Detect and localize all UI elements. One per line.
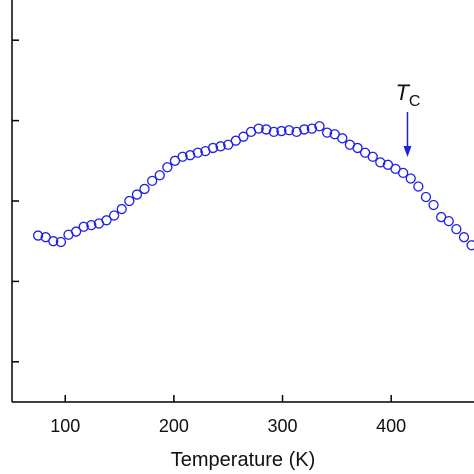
annotation-arrowhead	[403, 146, 412, 157]
data-point	[321, 127, 333, 138]
data-point	[413, 181, 424, 192]
x-tick-label: 400	[376, 416, 406, 436]
data-point	[177, 151, 188, 162]
data-point	[397, 167, 409, 179]
data-point	[101, 215, 112, 226]
data-point	[352, 142, 363, 154]
data-point	[185, 150, 196, 161]
data-point	[443, 215, 454, 227]
x-tick-label: 100	[50, 416, 80, 436]
data-point	[405, 173, 416, 184]
data-point	[192, 147, 203, 158]
data-point	[367, 151, 378, 162]
data-point	[314, 121, 325, 132]
data-point	[116, 203, 127, 215]
data-point	[466, 240, 474, 251]
annotation-symbol: T	[395, 80, 410, 105]
x-tick-label: 200	[159, 416, 189, 436]
data-point	[154, 170, 165, 181]
data-point	[124, 195, 135, 207]
data-point	[207, 142, 219, 154]
data-point	[55, 236, 67, 248]
data-point	[162, 162, 173, 173]
data-point	[86, 219, 97, 231]
data-point	[147, 175, 158, 187]
annotation: TC	[395, 80, 420, 110]
data-point	[283, 125, 295, 136]
data-point	[337, 133, 348, 144]
data-point	[139, 183, 150, 195]
data-point	[253, 123, 264, 134]
data-point	[299, 124, 310, 135]
data-point	[420, 191, 432, 203]
x-axis-label: Temperature (K)	[171, 449, 316, 471]
data-point	[32, 230, 44, 241]
data-point	[276, 125, 287, 137]
data-point	[70, 226, 82, 237]
data-point	[131, 189, 143, 200]
data-point	[48, 236, 59, 247]
data-point	[215, 141, 226, 152]
data-point	[268, 126, 279, 138]
data-point	[306, 123, 318, 134]
annotation-subscript: C	[409, 93, 421, 110]
data-point	[428, 199, 439, 211]
data-point	[108, 210, 120, 221]
data-point	[261, 124, 272, 135]
data-point	[78, 221, 89, 232]
data-point	[375, 157, 386, 168]
data-point	[291, 126, 302, 138]
x-tick-label: 300	[268, 416, 298, 436]
data-point	[458, 232, 470, 243]
data-point	[451, 223, 462, 235]
data-point	[238, 131, 249, 142]
